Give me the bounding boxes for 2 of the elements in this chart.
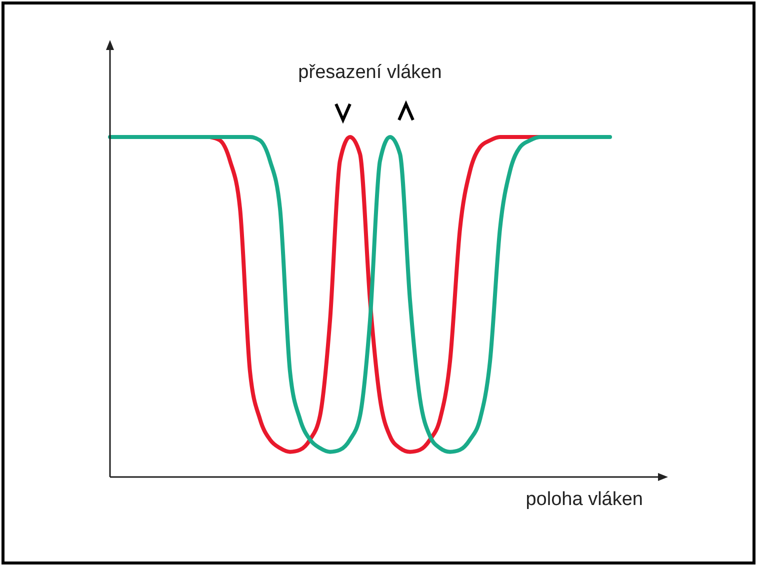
x-axis-title: poloha vláken: [526, 489, 643, 510]
text: přesazení vláken: [298, 62, 442, 83]
